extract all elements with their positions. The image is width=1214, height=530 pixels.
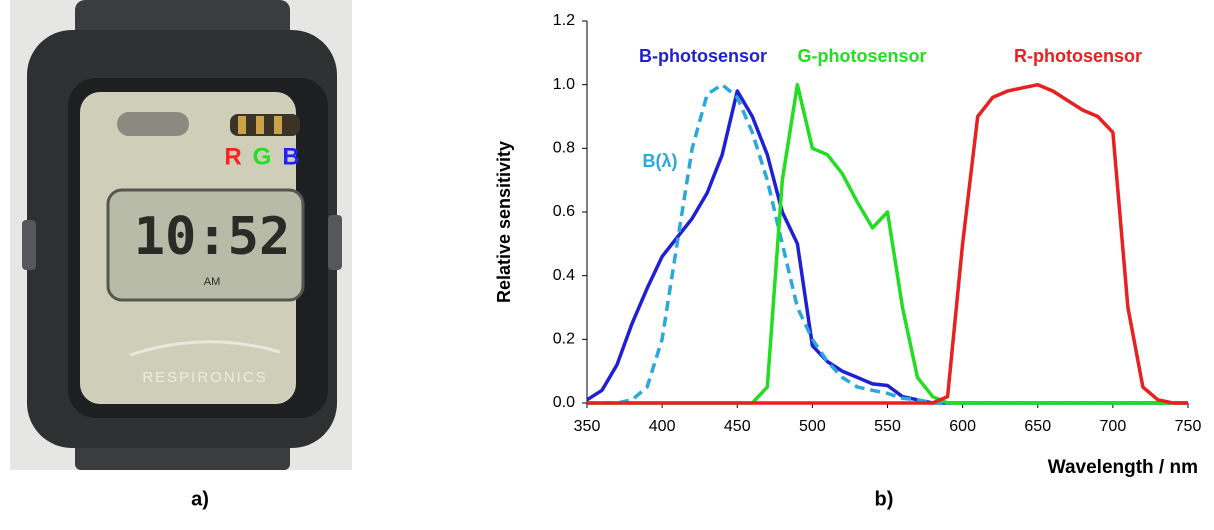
y-tick-label: 0.2 — [553, 331, 575, 348]
sensor-label: R — [224, 143, 241, 170]
time-display: 10:52 — [134, 207, 291, 267]
button-right — [328, 215, 342, 270]
x-tick-label: 600 — [949, 418, 976, 435]
sensor-label: B — [282, 143, 299, 170]
speaker-grill — [117, 112, 189, 136]
y-axis-label: Relative sensitivity — [494, 141, 514, 303]
logo-swoosh — [129, 340, 281, 357]
period-display: AM — [204, 276, 221, 288]
lcd — [106, 188, 305, 302]
panel-label: a) — [191, 488, 209, 510]
series-line — [587, 82, 1188, 405]
x-axis-label: Wavelength / nm — [1048, 457, 1198, 478]
x-tick-label: 450 — [724, 418, 751, 435]
series-label: R-photosensor — [1014, 46, 1142, 66]
series-label: G-photosensor — [798, 46, 927, 66]
y-tick-label: 1.2 — [553, 12, 575, 29]
series-label: B(λ) — [643, 151, 678, 171]
y-tick-label: 0.0 — [553, 394, 575, 411]
sensor-label: G — [253, 143, 272, 170]
x-tick-label: 550 — [874, 418, 901, 435]
x-tick-label: 700 — [1100, 418, 1127, 435]
y-tick-label: 0.4 — [553, 267, 575, 284]
series-line — [587, 82, 1188, 405]
brand: RESPIRONICS — [142, 369, 267, 386]
sensor-pad — [256, 116, 264, 134]
x-tick-label: 400 — [649, 418, 676, 435]
x-tick-label: 650 — [1024, 418, 1051, 435]
x-tick-label: 350 — [574, 418, 601, 435]
sensor-pad — [238, 116, 246, 134]
sensor-pad — [274, 116, 282, 134]
button-left — [22, 220, 36, 270]
y-tick-label: 0.6 — [553, 203, 575, 220]
photo — [10, 0, 352, 470]
x-tick-label: 500 — [799, 418, 826, 435]
series-label: B-photosensor — [639, 46, 767, 66]
y-tick-label: 1.0 — [553, 76, 575, 93]
x-tick-label: 750 — [1175, 418, 1202, 435]
sensor-window — [230, 114, 300, 136]
panel-label: b) — [875, 488, 894, 510]
y-tick-label: 0.8 — [553, 140, 575, 157]
